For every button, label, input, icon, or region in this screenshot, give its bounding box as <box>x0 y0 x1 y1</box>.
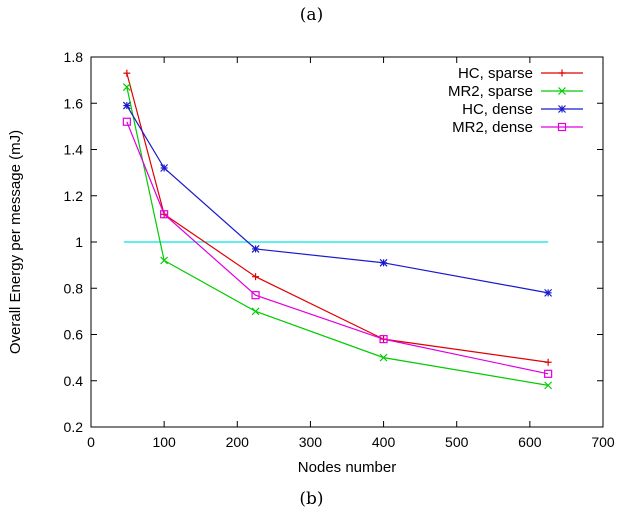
legend-label-2: MR2, sparse <box>448 83 533 100</box>
x-tick-label-1: 100 <box>152 434 176 450</box>
y-axis-label: Overall Energy per message (mJ) <box>7 130 24 354</box>
series-4 <box>122 117 553 378</box>
series-2-point-1 <box>122 83 131 91</box>
series-3-point-5 <box>544 288 553 297</box>
x-tick-label-4: 400 <box>372 434 396 450</box>
y-tick-label-3: 0.8 <box>64 280 84 296</box>
x-tick-label-3: 300 <box>299 434 323 450</box>
caption-a: (a) <box>299 5 324 25</box>
caption-b: (b) <box>299 489 324 509</box>
series-3-point-2 <box>160 164 169 172</box>
x-tick-label-0: 0 <box>87 434 95 450</box>
series-4-point-4 <box>379 335 388 344</box>
y-tick-label-0: 0.2 <box>64 419 84 435</box>
axis-ticks <box>90 56 604 428</box>
legend-label-1: HC, sparse <box>458 65 533 82</box>
x-tick-label-7: 700 <box>591 434 615 450</box>
y-tick-label-8: 1.8 <box>64 49 84 65</box>
series-3-point-4 <box>379 258 388 267</box>
y-tick-label-2: 0.6 <box>64 327 84 343</box>
legend-label-3: HC, dense <box>462 101 533 118</box>
series-2 <box>122 83 553 390</box>
tick-labels: 0 100 200 300 400 500 600 700 0.2 0.4 0.6 0.8 1 1.2 1.… <box>64 49 615 450</box>
legend-marker-1 <box>558 69 566 77</box>
x-axis-label: Nodes number <box>298 459 396 476</box>
x-tick-label-6: 600 <box>518 434 542 450</box>
legend-marker-3 <box>558 105 566 113</box>
series-4-point-2 <box>160 210 169 219</box>
y-tick-label-1: 0.4 <box>64 373 84 389</box>
series-line-4 <box>126 121 549 375</box>
legend-marker-2 <box>558 87 566 95</box>
series-2-point-4 <box>379 353 388 362</box>
y-tick-label-4: 1 <box>75 234 83 250</box>
series-2-point-5 <box>544 381 553 390</box>
legend-label-4: MR2, dense <box>452 119 533 136</box>
series-3 <box>122 101 553 297</box>
y-tick-label-5: 1.2 <box>64 188 84 204</box>
series-3-point-1 <box>122 101 131 110</box>
series-2-point-2 <box>160 256 169 265</box>
series-1-point-3 <box>252 273 260 281</box>
series-1-point-5 <box>544 358 552 366</box>
series-3-point-3 <box>251 245 260 253</box>
y-tick-label-7: 1.6 <box>64 95 84 111</box>
y-tick-label-6: 1.4 <box>64 142 84 158</box>
series-4-point-1 <box>122 117 131 126</box>
x-tick-label-2: 200 <box>226 434 250 450</box>
legend-marker-4 <box>557 122 567 132</box>
x-tick-label-5: 500 <box>445 434 469 450</box>
series-1-point-1 <box>123 69 131 77</box>
series-4-point-3 <box>251 291 260 300</box>
series-2-point-3 <box>251 307 260 316</box>
series-4-point-5 <box>544 369 553 378</box>
series-layer <box>122 69 553 390</box>
